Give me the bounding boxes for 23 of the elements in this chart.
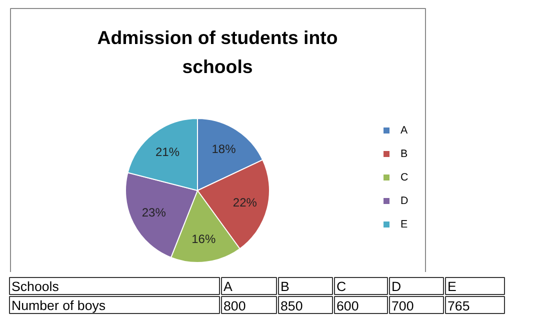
data-label: 16% — [192, 232, 216, 246]
data-label: 600 — [336, 298, 359, 314]
category-label: B — [280, 279, 290, 294]
legend-label: D — [400, 195, 408, 207]
data-label: 21% — [155, 144, 180, 159]
text: Schools — [12, 279, 60, 294]
legend-label: E — [400, 218, 408, 230]
category-label: C — [336, 279, 346, 294]
category-label: E — [448, 279, 456, 294]
legend-label: C — [400, 172, 408, 184]
category-label: A — [224, 279, 232, 294]
category-label: D — [392, 279, 402, 294]
legend-label: B — [400, 148, 408, 160]
data-label: 850 — [280, 298, 303, 314]
chart-title: Admission of students into schools — [97, 27, 338, 77]
data-label: 23% — [142, 206, 166, 220]
data-label: 18% — [212, 142, 236, 156]
legend-label: A — [400, 124, 408, 136]
data-label: 800 — [224, 298, 246, 314]
data-label: 700 — [392, 298, 414, 314]
data-label: 22% — [232, 196, 258, 210]
data-label: 765 — [448, 298, 470, 314]
text: Number of boys — [12, 298, 106, 313]
